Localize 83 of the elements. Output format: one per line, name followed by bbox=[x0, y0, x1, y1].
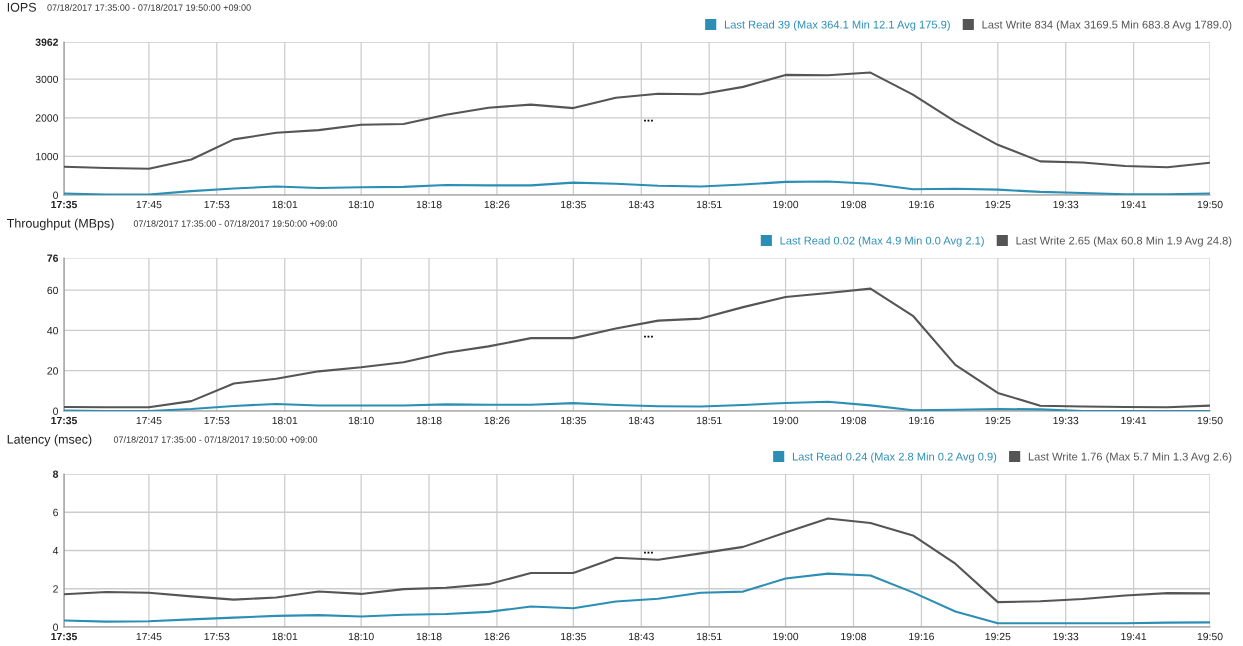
x-tick-label: 18:01 bbox=[272, 200, 298, 209]
legend-label: Last Read 0.02 (Max 4.9 Min 0.0 Avg 2.1) bbox=[780, 236, 984, 247]
x-tick-label: 18:43 bbox=[629, 200, 654, 209]
y-tick-label: 6 bbox=[53, 508, 58, 517]
x-tick-label: 18:51 bbox=[696, 416, 722, 425]
legend-label: Last Write 834 (Max 3169.5 Min 683.8 Avg 1789.0) bbox=[982, 20, 1232, 31]
y-tick-label: 3962 bbox=[35, 38, 59, 46]
x-tick-label: 18:01 bbox=[272, 632, 298, 641]
y-tick-label: 4 bbox=[52, 547, 59, 555]
x-tick-label: 19:50 bbox=[1197, 632, 1223, 641]
x-tick-label: 19:50 bbox=[1197, 416, 1223, 425]
x-tick-label: 18:26 bbox=[484, 200, 510, 209]
x-tick-label: 17:45 bbox=[136, 632, 162, 641]
x-tick-label: 19:16 bbox=[909, 416, 934, 425]
y-tick-label: 8 bbox=[52, 470, 59, 478]
x-tick-label: 19:00 bbox=[773, 200, 799, 209]
x-tick-label: 18:43 bbox=[629, 416, 654, 425]
x-tick-label: 19:33 bbox=[1053, 200, 1079, 209]
y-tick-label: 0 bbox=[53, 407, 59, 415]
x-tick-label: 17:35 bbox=[51, 632, 78, 641]
x-tick-label: 18:43 bbox=[629, 632, 654, 641]
x-tick-label: 19:25 bbox=[985, 200, 1011, 209]
x-tick-label: 19:08 bbox=[841, 200, 867, 209]
x-tick-label: 19:16 bbox=[909, 632, 934, 641]
x-tick-label: 19:16 bbox=[909, 200, 934, 209]
y-tick-label: 3000 bbox=[35, 75, 59, 84]
x-tick-label: 18:51 bbox=[696, 632, 722, 641]
x-tick-label: 18:26 bbox=[484, 632, 510, 641]
x-tick-label: 17:35 bbox=[51, 416, 78, 425]
x-tick-label: 19:33 bbox=[1053, 632, 1079, 641]
x-tick-label: 18:10 bbox=[348, 416, 374, 425]
chart-title: Latency (msec) bbox=[7, 434, 92, 447]
y-tick-label: 0 bbox=[53, 191, 59, 199]
annotation: ... bbox=[644, 335, 653, 338]
chart-title: IOPS bbox=[7, 2, 36, 12]
chart-title: Throughput (MBps) bbox=[6, 218, 114, 231]
x-tick-label: 17:45 bbox=[136, 416, 162, 425]
y-tick-label: 60 bbox=[47, 286, 59, 295]
x-tick-label: 19:00 bbox=[773, 632, 799, 641]
x-tick-label: 17:45 bbox=[136, 200, 162, 209]
y-tick-label: 1000 bbox=[36, 152, 59, 161]
y-tick-label: 2 bbox=[53, 585, 58, 593]
x-tick-label: 18:35 bbox=[561, 632, 586, 641]
x-tick-label: 19:08 bbox=[841, 416, 867, 425]
annotation: ... bbox=[644, 119, 653, 122]
chart-subtitle: 07/18/2017 17:35:00 - 07/18/2017 19:50:00 +09:00 bbox=[133, 220, 338, 227]
x-tick-label: 18:18 bbox=[416, 632, 442, 641]
x-tick-label: 17:53 bbox=[204, 200, 230, 209]
x-tick-label: 18:10 bbox=[348, 632, 374, 641]
y-tick-label: 76 bbox=[47, 254, 59, 262]
x-tick-label: 18:01 bbox=[272, 416, 298, 425]
x-tick-label: 18:10 bbox=[348, 200, 374, 209]
y-tick-label: 2000 bbox=[35, 114, 59, 122]
chart-subtitle: 07/18/2017 17:35:00 - 07/18/2017 19:50:00 +09:00 bbox=[47, 4, 251, 11]
x-tick-label: 18:51 bbox=[696, 200, 722, 209]
y-tick-label: 40 bbox=[47, 326, 59, 335]
x-tick-label: 18:18 bbox=[416, 200, 442, 209]
x-tick-label: 19:25 bbox=[985, 632, 1011, 641]
x-tick-label: 19:41 bbox=[1121, 200, 1147, 209]
x-tick-label: 17:35 bbox=[51, 200, 78, 209]
x-tick-label: 19:25 bbox=[985, 416, 1011, 425]
line-series bbox=[64, 517, 1210, 604]
x-tick-label: 18:35 bbox=[561, 416, 586, 425]
x-tick-label: 18:18 bbox=[416, 416, 442, 425]
legend-label: Last Write 2.65 (Max 60.8 Min 1.9 Avg 24.8) bbox=[1016, 236, 1232, 247]
y-tick-label: 20 bbox=[47, 367, 59, 375]
legend-label: Last Write 1.76 (Max 5.7 Min 1.3 Avg 2.6) bbox=[1028, 452, 1232, 463]
x-tick-label: 17:53 bbox=[204, 632, 230, 641]
x-tick-label: 19:41 bbox=[1121, 632, 1147, 641]
x-tick-label: 19:33 bbox=[1053, 416, 1079, 425]
y-tick-label: 0 bbox=[53, 623, 59, 631]
x-tick-label: 17:53 bbox=[204, 416, 230, 425]
legend-label: Last Read 39 (Max 364.1 Min 12.1 Avg 175.9) bbox=[724, 20, 950, 31]
legend-label: Last Read 0.24 (Max 2.8 Min 0.2 Avg 0.9) bbox=[792, 452, 997, 463]
chart-subtitle: 07/18/2017 17:35:00 - 07/18/2017 19:50:00 +09:00 bbox=[113, 436, 318, 443]
annotation: ... bbox=[644, 551, 653, 554]
x-tick-label: 19:41 bbox=[1121, 416, 1147, 425]
x-tick-label: 19:08 bbox=[841, 632, 867, 641]
x-tick-label: 19:00 bbox=[773, 416, 799, 425]
line-series bbox=[64, 71, 1210, 170]
x-tick-label: 19:50 bbox=[1197, 200, 1223, 209]
x-tick-label: 18:35 bbox=[561, 200, 586, 209]
x-tick-label: 18:26 bbox=[484, 416, 510, 425]
